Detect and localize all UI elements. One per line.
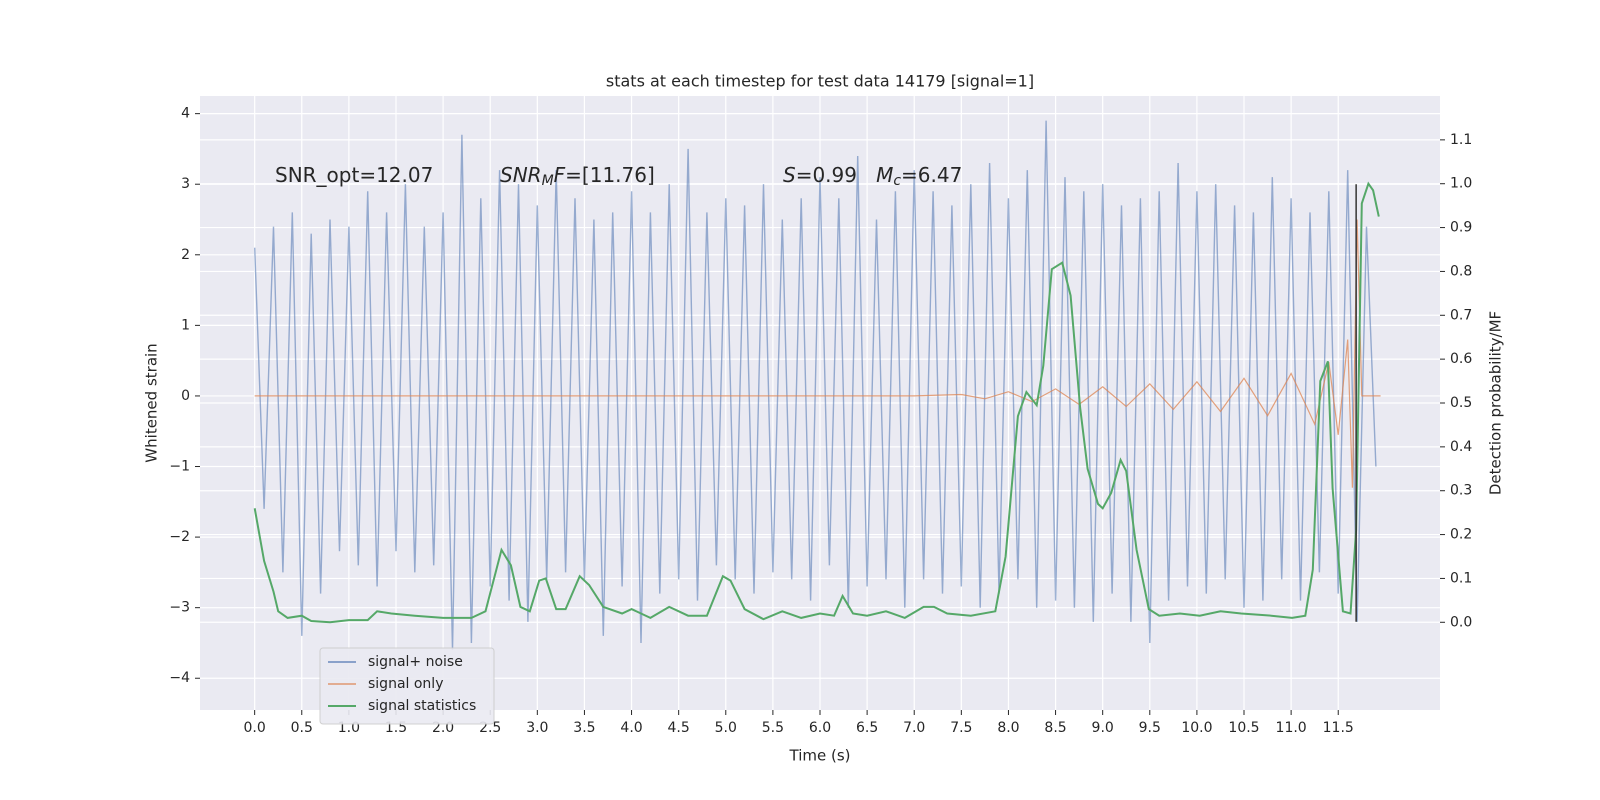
y-tick-label: 0 <box>181 388 190 404</box>
y-tick-label: 4 <box>181 106 190 122</box>
x-tick-label: 3.5 <box>573 720 595 736</box>
x-tick-label: 8.0 <box>997 720 1019 736</box>
annotation: S=0.99 Mc=6.47 <box>783 163 962 190</box>
y2-tick-label: 0.3 <box>1450 483 1472 499</box>
annotation-part: =0.99 <box>796 163 876 187</box>
y2-axis-label: Detection probability/MF <box>1487 311 1505 495</box>
x-tick-label: 0.5 <box>291 720 313 736</box>
y2-tick-label: 0.6 <box>1450 351 1472 367</box>
y2-tick-label: 0.2 <box>1450 527 1472 543</box>
y2-tick-label: 0.0 <box>1450 614 1472 630</box>
y-tick-label: 1 <box>181 317 190 333</box>
y2-tick-label: 1.1 <box>1450 132 1472 148</box>
y-tick-label: −3 <box>169 600 190 616</box>
annotation-part: c <box>893 173 901 189</box>
annotation-part: =6.47 <box>901 163 962 187</box>
annotation-part: SNR <box>500 163 542 187</box>
annotation-part: M <box>876 163 893 187</box>
annotation-part: F <box>554 163 566 187</box>
y-tick-label: −4 <box>169 670 190 686</box>
annotation-part: S <box>783 163 796 187</box>
y-tick-label: −2 <box>169 529 190 545</box>
x-tick-label: 7.5 <box>950 720 972 736</box>
chart-title: stats at each timestep for test data 141… <box>606 72 1034 91</box>
y-tick-label: 2 <box>181 247 190 263</box>
y2-tick-label: 0.7 <box>1450 307 1472 323</box>
series-line <box>254 120 1377 651</box>
x-tick-label: 5.0 <box>715 720 737 736</box>
legend-label: signal only <box>368 676 443 692</box>
x-tick-label: 6.0 <box>809 720 831 736</box>
legend-label: signal statistics <box>368 698 476 714</box>
x-tick-label: 9.0 <box>1092 720 1114 736</box>
x-tick-label: 4.5 <box>668 720 690 736</box>
annotation-part: SNR_opt=12.07 <box>275 163 433 187</box>
y-tick-label: 3 <box>181 176 190 192</box>
x-tick-label: 7.0 <box>903 720 925 736</box>
series-line <box>254 219 1381 488</box>
y2-tick-label: 1.0 <box>1450 176 1472 192</box>
x-tick-label: 10.0 <box>1181 720 1212 736</box>
x-tick-label: 11.0 <box>1276 720 1307 736</box>
y2-tick-label: 0.4 <box>1450 439 1472 455</box>
x-tick-label: 6.5 <box>856 720 878 736</box>
x-tick-label: 9.5 <box>1139 720 1161 736</box>
y2-tick-label: 0.5 <box>1450 395 1472 411</box>
y2-tick-label: 0.1 <box>1450 570 1472 586</box>
legend-label: signal+ noise <box>368 654 463 670</box>
x-tick-label: 0.0 <box>244 720 266 736</box>
annotation-part: =[11.76] <box>565 163 655 187</box>
legend-box <box>319 647 495 725</box>
annotation-part: M <box>542 173 554 189</box>
x-axis-label: Time (s) <box>789 747 851 765</box>
x-tick-label: 10.5 <box>1228 720 1259 736</box>
series-line <box>253 181 1380 624</box>
y2-tick-label: 0.9 <box>1450 220 1472 236</box>
y-tick-label: −1 <box>169 459 190 475</box>
x-tick-label: 5.5 <box>762 720 784 736</box>
x-tick-label: 11.5 <box>1323 720 1354 736</box>
annotation: SNR_opt=12.07 <box>275 163 433 187</box>
x-tick-label: 4.0 <box>620 720 642 736</box>
x-tick-label: 3.0 <box>526 720 548 736</box>
annotation: SNRMF=[11.76] <box>500 163 655 190</box>
y2-tick-label: 0.8 <box>1450 263 1472 279</box>
y-axis-label: Whitened strain <box>143 343 161 462</box>
x-tick-label: 8.5 <box>1044 720 1066 736</box>
